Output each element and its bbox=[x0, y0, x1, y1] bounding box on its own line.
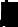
Text: (b): (b) bbox=[0, 15, 16, 27]
Bar bbox=[10, 9, 12, 13]
Text: CO out: CO out bbox=[6, 21, 18, 27]
Bar bbox=[7, 9, 8, 13]
Text: (a): (a) bbox=[3, 4, 18, 27]
Bar bbox=[3, 11, 5, 13]
Text: CO in: CO in bbox=[3, 0, 18, 16]
Bar bbox=[13, 4, 15, 13]
